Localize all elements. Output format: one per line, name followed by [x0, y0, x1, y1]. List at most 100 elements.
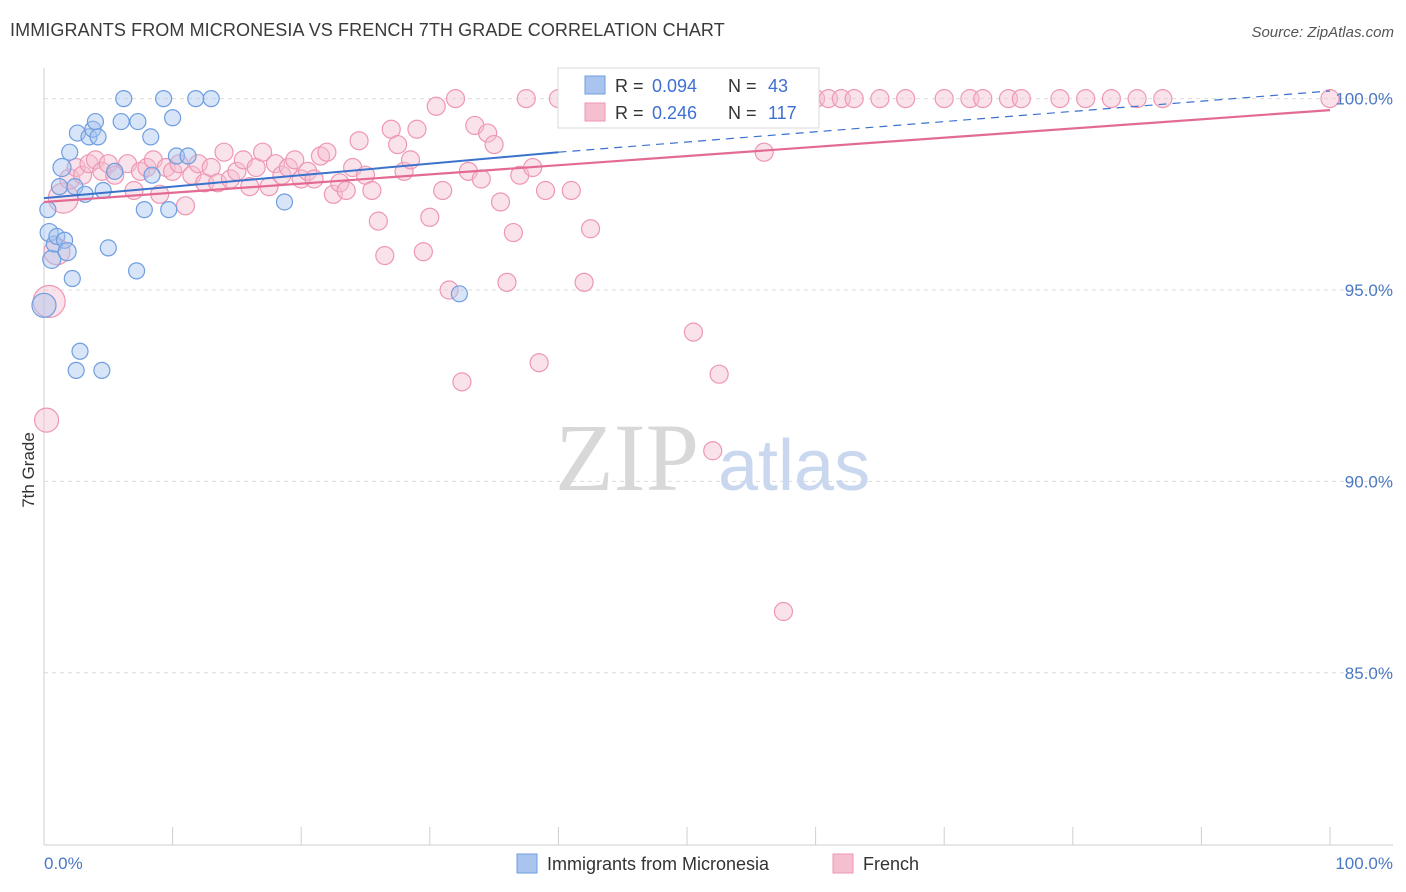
french-point	[426, 96, 446, 116]
french-point	[317, 142, 337, 162]
legend-swatch-pink	[584, 102, 606, 122]
french-point	[870, 89, 890, 109]
french-point	[1050, 89, 1070, 109]
micronesia-point	[93, 361, 111, 379]
french-point	[163, 161, 183, 181]
french-point	[703, 441, 723, 461]
trend-lines	[43, 90, 1331, 204]
chart-title: IMMIGRANTS FROM MICRONESIA VS FRENCH 7TH…	[10, 20, 725, 40]
micronesia-point	[164, 109, 182, 127]
french-point	[503, 222, 523, 243]
legend-swatch-blue	[584, 75, 606, 95]
french-point	[1153, 89, 1173, 109]
french-point	[452, 372, 472, 392]
french-point	[497, 272, 517, 292]
micronesia-point	[61, 143, 79, 161]
french-point	[92, 161, 112, 181]
french-point	[896, 89, 916, 109]
french-point	[561, 180, 581, 201]
micronesia-point	[50, 178, 69, 196]
y-tick-labels: 100.0% 95.0% 90.0% 85.0%	[1335, 90, 1393, 683]
legend-r-value-blue: 0.094	[652, 76, 697, 96]
micronesia-point	[450, 285, 468, 303]
micronesia-point	[42, 249, 62, 269]
series-legend-label-micronesia: Immigrants from Micronesia	[547, 854, 770, 874]
micronesia-point	[94, 181, 112, 200]
french-point	[1011, 89, 1031, 109]
french-point	[285, 150, 305, 170]
french-point	[375, 245, 395, 266]
watermark: ZIP atlas	[555, 404, 870, 511]
micronesia-point	[142, 128, 160, 146]
x-tick-max: 100.0%	[1335, 854, 1393, 873]
french-point	[214, 142, 234, 162]
french-point	[388, 134, 408, 155]
french-point	[175, 196, 196, 216]
french-point	[253, 142, 273, 162]
french-point	[535, 180, 556, 201]
micronesia-point	[160, 201, 178, 219]
french-point	[490, 192, 511, 212]
french-point	[66, 157, 86, 178]
french-point	[844, 89, 864, 109]
french-point	[362, 180, 382, 201]
french-point	[973, 89, 993, 109]
micronesia-point	[86, 112, 105, 131]
micronesia-point	[57, 242, 77, 262]
french-point	[105, 165, 125, 185]
micronesia-point	[275, 193, 294, 211]
french-trend-line	[43, 109, 1331, 204]
legend-n-value-blue: 43	[768, 76, 788, 96]
legend-r-value-pink: 0.246	[652, 103, 697, 123]
french-point	[1320, 89, 1340, 109]
micronesia-trend-extension	[558, 90, 1331, 153]
french-point	[709, 364, 729, 384]
micronesia-point	[135, 201, 153, 219]
micronesia-point	[127, 262, 146, 280]
french-point	[934, 89, 954, 109]
french-point	[773, 601, 794, 622]
french-point	[349, 131, 369, 151]
french-point	[471, 169, 491, 189]
y-tick-label: 100.0%	[1335, 90, 1393, 109]
french-point	[33, 407, 60, 433]
micronesia-point	[115, 90, 133, 108]
micronesia-trend-line	[43, 151, 559, 200]
french-point	[516, 89, 536, 109]
micronesia-point	[89, 128, 107, 146]
y-tick-label: 90.0%	[1345, 472, 1393, 491]
x-tick-min: 0.0%	[44, 854, 83, 873]
micronesia-point	[129, 112, 147, 131]
french-point	[85, 150, 106, 170]
french-point	[1076, 89, 1096, 109]
french-point	[478, 123, 498, 143]
french-point	[1127, 89, 1147, 109]
legend-r-label-blue: R =	[615, 76, 644, 96]
french-point	[445, 89, 466, 109]
micronesia-point	[154, 90, 173, 108]
micronesia-point	[67, 361, 85, 379]
series-legend-swatch-micronesia	[516, 853, 538, 874]
series-legend-swatch-french	[832, 853, 854, 874]
stats-legend: R = 0.094 N = 43 R = 0.246 N = 117	[557, 67, 820, 129]
french-point	[529, 353, 549, 373]
micronesia-point	[179, 147, 197, 165]
french-point	[439, 280, 459, 300]
french-point	[683, 322, 704, 342]
y-tick-label: 95.0%	[1345, 281, 1393, 300]
micronesia-point	[187, 90, 205, 108]
french-point	[420, 207, 440, 227]
french-point	[265, 154, 286, 174]
french-point	[754, 142, 774, 162]
micronesia-points	[31, 90, 619, 379]
french-point	[484, 134, 504, 155]
legend-n-value-pink: 117	[768, 103, 797, 123]
y-axis-label: 7th Grade	[19, 432, 38, 508]
french-point	[330, 173, 350, 193]
series-legend-label-french: French	[863, 854, 919, 874]
french-point	[433, 180, 453, 201]
micronesia-point	[63, 269, 81, 288]
micronesia-point	[48, 227, 66, 246]
micronesia-point	[71, 342, 89, 360]
